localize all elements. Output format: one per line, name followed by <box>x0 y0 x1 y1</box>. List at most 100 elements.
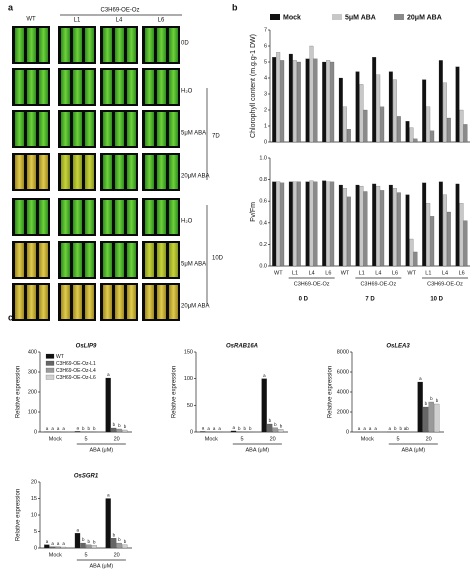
leaf <box>27 200 36 234</box>
bar <box>55 546 61 549</box>
significance-letter: b <box>269 418 272 423</box>
bar <box>296 181 301 267</box>
leaf <box>169 200 178 234</box>
leaf <box>115 70 124 104</box>
y-tick-label: 0 <box>34 545 37 551</box>
bar <box>409 127 414 143</box>
legend-label: C3H69-OE-Oz-L1 <box>56 361 96 367</box>
y-axis-label: Relative expression <box>328 366 334 418</box>
leaf <box>73 285 82 319</box>
bar <box>396 192 401 267</box>
x-tick-label: 20 <box>426 436 432 442</box>
x-tick-label: 5 <box>240 436 243 442</box>
significance-letter: a <box>57 541 60 546</box>
x-tick-label: L1 <box>292 270 298 276</box>
y-tick-label: 7 <box>264 27 267 33</box>
significance-letter: a <box>107 493 110 498</box>
bar <box>380 106 385 143</box>
group-sublabel: C3H69-OE-Oz <box>360 281 396 287</box>
bar <box>434 403 440 433</box>
leaf <box>73 243 82 277</box>
significance-letter: b <box>280 424 283 429</box>
x-tick-label: L4 <box>375 270 381 276</box>
bar <box>388 184 393 267</box>
bar <box>322 180 327 267</box>
leaf <box>85 200 94 234</box>
y-tick-label: 20 <box>31 479 37 485</box>
y-axis-label: Relative expression <box>16 366 22 418</box>
bar <box>338 184 343 267</box>
leaf <box>103 155 112 189</box>
x-tick-label: 5 <box>84 436 87 442</box>
bar <box>261 378 267 433</box>
y-tick-label: 0.8 <box>259 177 267 183</box>
significance-letter: a <box>232 425 235 430</box>
bar <box>309 180 314 267</box>
x-tick-label: WT <box>341 270 350 276</box>
bar <box>122 544 128 549</box>
leaf <box>73 200 82 234</box>
bar <box>85 544 92 549</box>
leaf <box>85 243 94 277</box>
y-tick-label: 4 <box>264 75 267 81</box>
leaf <box>39 155 48 189</box>
bar <box>388 71 393 143</box>
significance-letter: b <box>82 426 85 431</box>
significance-letter: a <box>419 376 422 381</box>
leaf <box>115 200 124 234</box>
leaf <box>127 200 136 234</box>
legend-label: 20μM ABA <box>407 14 442 21</box>
legend-label: WT <box>56 354 64 360</box>
leaf <box>27 112 36 146</box>
y-axis-label: Relative expression <box>172 366 178 418</box>
y-tick-label: 100 <box>184 376 193 382</box>
bar <box>359 185 364 267</box>
bar <box>376 185 381 267</box>
significance-letter: a <box>369 426 372 431</box>
significance-letter: a <box>46 539 49 544</box>
bar <box>463 124 468 143</box>
significance-letter: a <box>218 426 221 431</box>
significance-letter: b <box>124 539 127 544</box>
significance-letter: b <box>249 426 252 431</box>
leaf <box>61 70 70 104</box>
bar <box>372 183 377 267</box>
leaf <box>103 28 112 62</box>
y-tick-label: 4000 <box>337 389 349 395</box>
leaf <box>61 28 70 62</box>
bar <box>230 430 237 433</box>
bar <box>292 60 297 143</box>
leaf <box>103 200 112 234</box>
column-header: L6 <box>158 18 165 24</box>
leaf <box>169 70 178 104</box>
leaf <box>169 28 178 62</box>
y-tick-label: 5 <box>34 529 37 535</box>
panel-label: b <box>232 2 238 12</box>
bar <box>359 84 364 143</box>
bar <box>417 381 423 433</box>
leaf <box>27 70 36 104</box>
chart-title: OsLEA3 <box>386 344 410 350</box>
x-axis-label: ABA (μM) <box>246 447 270 453</box>
bar <box>272 181 277 267</box>
significance-letter: a <box>62 426 65 431</box>
leaf <box>169 285 178 319</box>
row-label: 5μM ABA <box>181 262 206 268</box>
legend-swatch <box>332 14 342 20</box>
x-tick-label: Mock <box>49 552 62 558</box>
column-group-header: C3H69-OE-Oz <box>100 8 139 14</box>
bar <box>355 71 360 143</box>
leaf <box>15 70 24 104</box>
bar <box>346 129 351 143</box>
x-tick-label: 20 <box>114 436 120 442</box>
leaf <box>85 112 94 146</box>
significance-letter: b <box>244 426 247 431</box>
leaf <box>27 28 36 62</box>
x-tick-label: Mock <box>361 436 374 442</box>
leaf <box>127 285 136 319</box>
leaf <box>169 155 178 189</box>
row-label: H₂O <box>181 89 193 95</box>
bar <box>446 211 451 267</box>
bar <box>459 203 464 267</box>
significance-letter: b <box>118 423 121 428</box>
